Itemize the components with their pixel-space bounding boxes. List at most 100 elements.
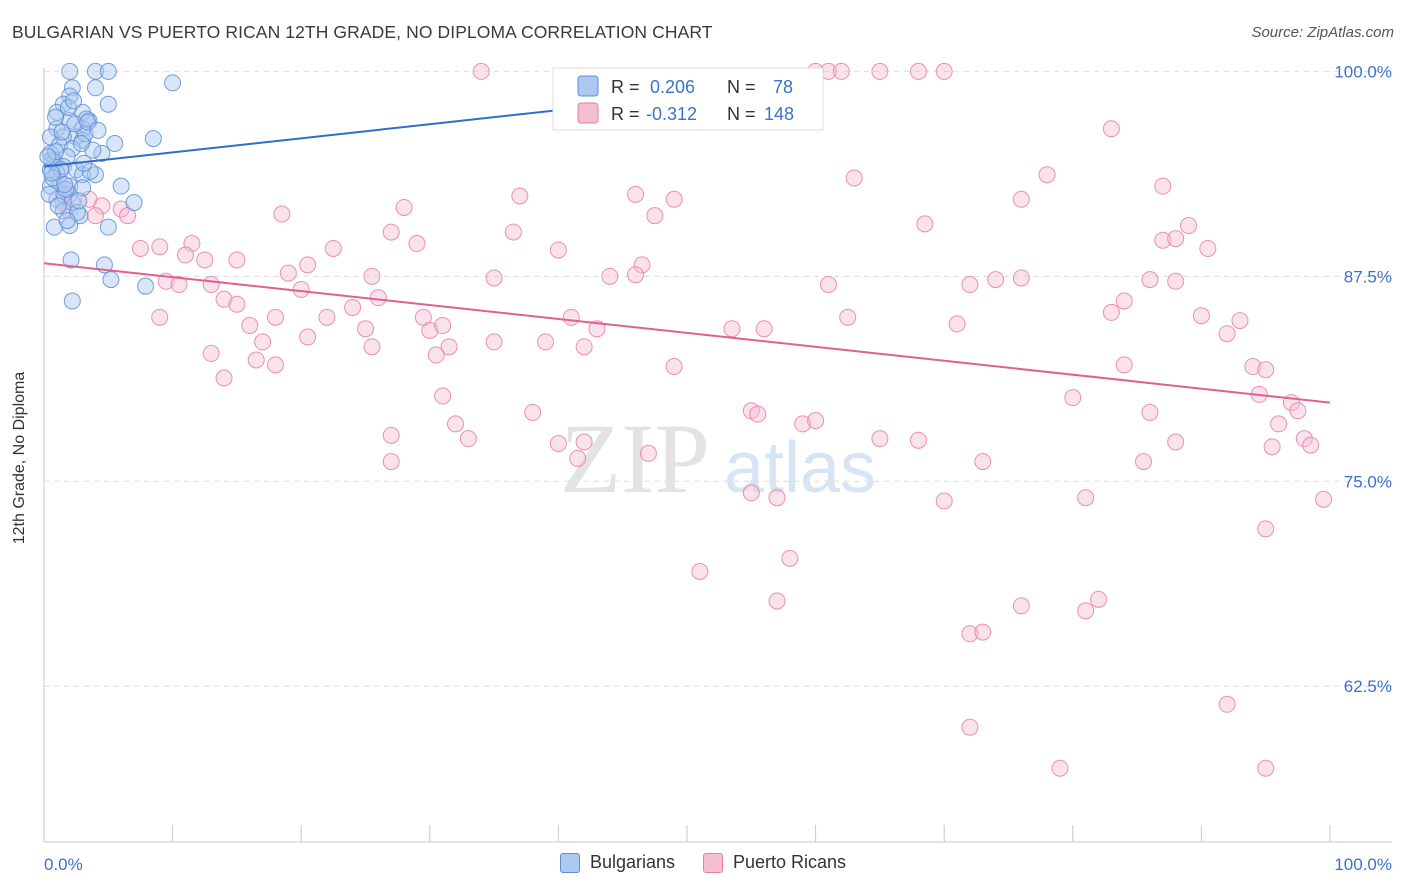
bulgarians-point-0: [61, 62, 79, 80]
puerto-ricans-point-44: [279, 264, 297, 282]
bulgarians-point-48: [102, 271, 120, 289]
bulgarians-point-66: [72, 135, 90, 153]
puerto-ricans-point-130: [1315, 490, 1333, 508]
puerto-ricans-point-79: [723, 320, 741, 338]
puerto-ricans-point-105: [749, 405, 767, 423]
puerto-ricans-point-131: [1257, 520, 1275, 538]
puerto-ricans-point-27: [1180, 217, 1198, 235]
puerto-ricans-point-7: [1102, 120, 1120, 138]
puerto-ricans-point-39: [176, 246, 194, 264]
bulgarians-point-49: [137, 277, 155, 295]
puerto-ricans-point-60: [1115, 292, 1133, 310]
bulgarians-point-35: [112, 177, 130, 195]
puerto-ricans-point-117: [1295, 430, 1313, 448]
puerto-ricans-point-98: [434, 387, 452, 405]
puerto-ricans-point-141: [961, 718, 979, 736]
puerto-ricans-point-28: [382, 223, 400, 241]
gridlines: [44, 70, 1392, 687]
puerto-ricans-point-55: [363, 267, 381, 285]
puerto-ricans-point-0: [472, 62, 490, 80]
bulgarians-point-46: [62, 251, 80, 269]
puerto-ricans-point-108: [807, 412, 825, 430]
puerto-ricans-point-51: [1167, 272, 1185, 290]
puerto-ricans-point-135: [1012, 597, 1030, 615]
stats-legend: R = 0.206 N = 78 R = -0.312 N = 148: [552, 67, 824, 131]
puerto-ricans-point-111: [382, 426, 400, 444]
puerto-ricans-point-24: [395, 198, 413, 216]
y-tick-label-0: 100.0%: [1334, 62, 1392, 81]
puerto-ricans-point-8: [1038, 166, 1056, 184]
puerto-ricans-point-16: [511, 187, 529, 205]
puerto-ricans-point-96: [1257, 361, 1275, 379]
bulgarians-point-77: [43, 164, 61, 182]
bulgarians-point-67: [53, 123, 71, 141]
bulgarians-point-74: [65, 92, 83, 110]
puerto-ricans-point-133: [691, 562, 709, 580]
puerto-ricans-point-62: [228, 295, 246, 313]
puerto-ricans-point-49: [1012, 269, 1030, 287]
puerto-ricans-point-112: [459, 430, 477, 448]
puerto-ricans-point-136: [1077, 602, 1095, 620]
puerto-ricans-point-57: [961, 276, 979, 294]
puerto-ricans-point-143: [1051, 759, 1069, 777]
puerto-ricans-point-88: [575, 338, 593, 356]
puerto-ricans-point-126: [742, 484, 760, 502]
bulgarians-point-50: [63, 292, 81, 310]
puerto-ricans-point-99: [1064, 389, 1082, 407]
puerto-ricans-point-82: [254, 333, 272, 351]
puerto-ricans-point-110: [1270, 415, 1288, 433]
bulgarians-point-2: [99, 62, 117, 80]
puerto-ricans-point-18: [665, 190, 683, 208]
legend-swatch-bulgarians: [577, 75, 599, 97]
puerto-ricans-point-86: [485, 333, 503, 351]
puerto-ricans-point-65: [1192, 307, 1210, 325]
puerto-ricans-point-67: [266, 308, 284, 326]
bulgarians-point-41: [54, 202, 72, 220]
puerto-ricans-point-118: [1302, 436, 1320, 454]
puerto-ricans-point-94: [1115, 356, 1133, 374]
bulgarians-point-36: [74, 179, 92, 197]
legend-r-label-bulgarians: R =: [611, 77, 640, 97]
puerto-ricans-point-6: [935, 62, 953, 80]
puerto-ricans-point-70: [562, 308, 580, 326]
puerto-ricans-point-75: [357, 320, 374, 338]
watermark-zip: ZIP: [560, 403, 710, 514]
series-legend: Bulgarians Puerto Ricans: [0, 852, 1406, 873]
legend-r-value-bulgarians: 0.206: [650, 77, 695, 97]
bulgarians-point-19: [144, 130, 162, 148]
legend-n-value-puerto-ricans: 148: [764, 104, 794, 124]
legend-swatch-puerto-ricans: [577, 102, 599, 124]
puerto-ricans-point-9: [845, 169, 863, 187]
legend-item-bulgarians: Bulgarians: [559, 852, 675, 873]
puerto-ricans-point-29: [504, 223, 522, 241]
puerto-ricans-point-113: [871, 430, 889, 448]
puerto-ricans-point-53: [170, 276, 188, 294]
puerto-ricans-point-128: [935, 492, 953, 510]
puerto-ricans-point-87: [537, 333, 555, 351]
puerto-ricans-point-127: [768, 489, 786, 507]
puerto-ricans-point-43: [633, 256, 651, 274]
puerto-ricans-point-74: [241, 317, 259, 335]
puerto-ricans-point-45: [485, 269, 503, 287]
puerto-ricans-point-42: [299, 256, 317, 274]
puerto-ricans-point-129: [1077, 489, 1095, 507]
puerto-ricans-point-90: [202, 344, 220, 362]
puerto-ricans-point-4: [871, 62, 889, 80]
puerto-ricans-point-40: [196, 251, 214, 269]
watermark: ZIP atlas: [560, 403, 876, 514]
bulgarians-point-18: [106, 135, 124, 153]
puerto-ricans-point-92: [266, 356, 284, 374]
puerto-ricans-point-95: [1244, 358, 1262, 376]
bulgarians-point-64: [49, 197, 67, 215]
puerto-ricans-point-97: [215, 369, 233, 387]
puerto-ricans-point-106: [1141, 403, 1159, 421]
puerto-ricans-point-115: [1167, 433, 1185, 451]
legend-swatch-puerto-ricans-bottom: [703, 852, 723, 873]
puerto-ricans-trend-line: [43, 262, 1331, 404]
puerto-ricans-point-33: [151, 238, 169, 256]
puerto-ricans-point-124: [382, 453, 400, 471]
puerto-ricans-point-142: [1257, 759, 1275, 777]
bulgarians-point-72: [89, 121, 107, 139]
bulgarians-point-31: [86, 166, 104, 184]
